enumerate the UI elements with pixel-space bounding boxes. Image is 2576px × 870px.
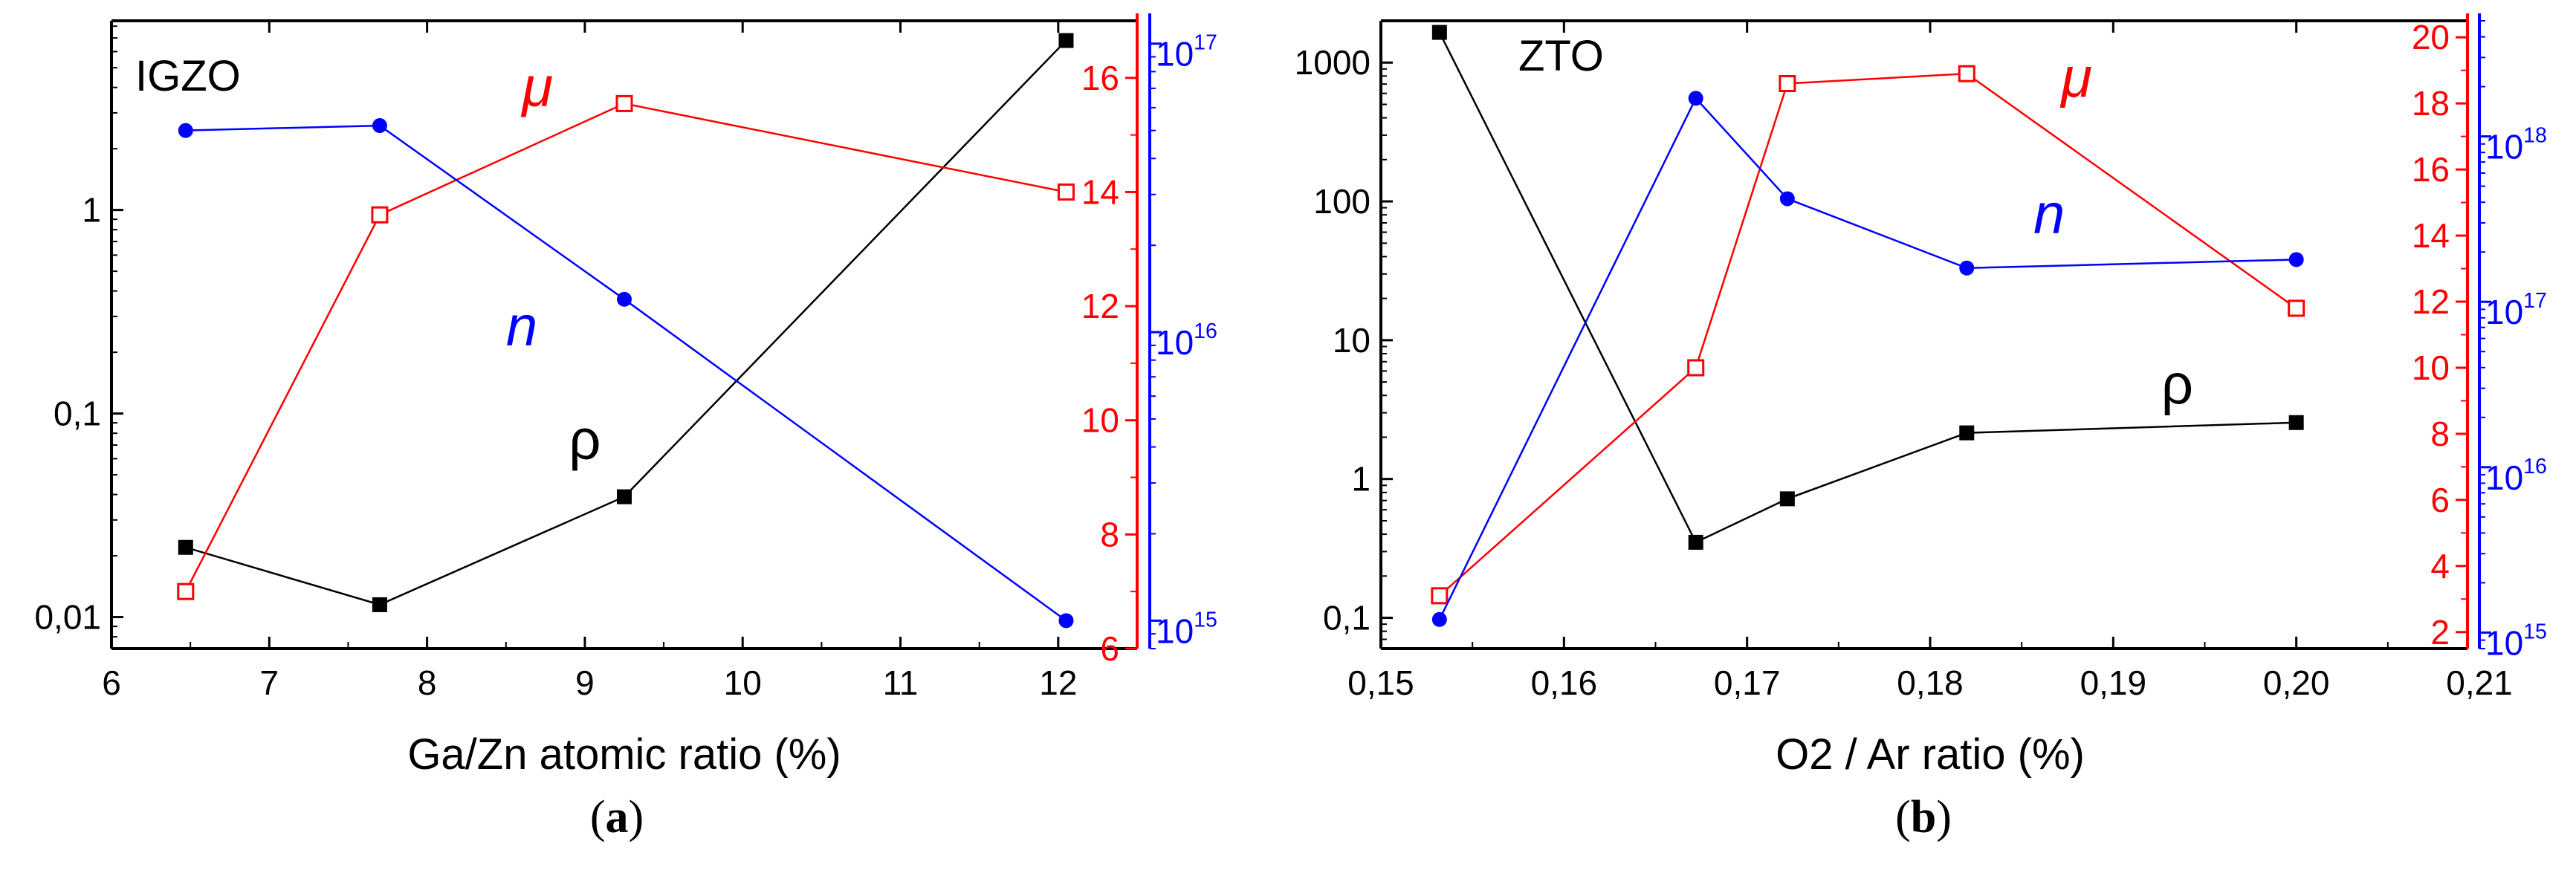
panel-b-n-point: [1959, 260, 1975, 276]
panel-b-label: (b): [1895, 792, 1952, 843]
panel-a-x-tick-label: 10: [724, 663, 762, 702]
panel-a-mu-line: [184, 103, 1067, 592]
panel-b-n-point: [1688, 91, 1703, 106]
panel-b-mu-label: μ: [2059, 46, 2092, 109]
panel-b-mu-tick-label: 8: [2430, 415, 2450, 453]
panel-a-rho-point: [372, 597, 387, 612]
panel-b-n-point: [1431, 611, 1447, 627]
panel-a-x-tick-label: 7: [260, 663, 279, 702]
panel-a-n-point: [372, 118, 387, 134]
panel-b-n-label: n: [2033, 183, 2065, 246]
panel-b-mu-point: [1687, 359, 1705, 377]
panel-b-mu-tick-label: 18: [2412, 84, 2450, 123]
panel-b-title: ZTO: [1518, 32, 1604, 80]
panel-a-n-point: [1058, 613, 1074, 629]
panel-a-mu-point: [1057, 183, 1075, 201]
panel-b-n-tick-label: 1015: [2485, 620, 2547, 662]
panel-b-n-tick-label: 1017: [2485, 289, 2547, 331]
panel-b-x-tick-label: 0,21: [2446, 663, 2513, 702]
panel-a-rho-line: [185, 39, 1067, 606]
panel-b-x-tick-label: 0,17: [1714, 663, 1781, 702]
panel-b-left-tick-label: 1: [1351, 460, 1370, 499]
panel-b-left-tick-label: 1000: [1295, 43, 1370, 82]
panel-b-n-point: [1779, 191, 1795, 207]
panel-b-rho-point: [1688, 534, 1703, 550]
panel-b-rho-point: [1779, 491, 1795, 507]
panel-a-x-tick-label: 8: [418, 663, 437, 702]
panel-a-rho-point: [178, 539, 193, 555]
panel-a-x-tick-label: 12: [1039, 663, 1077, 702]
panel-b-mu-tick-label: 10: [2412, 348, 2450, 387]
panel-b-mu-tick-label: 20: [2412, 18, 2450, 56]
panel-b-n-point: [2288, 252, 2304, 267]
panel-a-mu-tick-label: 8: [1100, 515, 1119, 554]
panel-a-mu-tick-label: 16: [1081, 59, 1119, 97]
panel-a-left-tick-label: 0,1: [54, 395, 101, 433]
panel-b-x-tick-label: 0,19: [2080, 663, 2147, 702]
panel-a-n-point: [617, 291, 632, 307]
panel-a-rho-point: [1058, 33, 1074, 48]
panel-b-rho-point: [1431, 25, 1447, 40]
panel-a-mu-label: μ: [520, 56, 553, 119]
panel-a-label: (a): [590, 792, 644, 843]
panel-b-rho-label: ρ: [2161, 353, 2193, 416]
panel-b-n-tick-label: 1018: [2485, 124, 2547, 166]
panel-b-x-axis-label: O2 / Ar ratio (%): [1776, 730, 2085, 779]
panel-b-x-tick-label: 0,18: [1897, 663, 1964, 702]
panel-b-mu-tick-label: 4: [2430, 547, 2450, 585]
panel-a-x-tick-label: 6: [102, 663, 121, 702]
panel-b-mu-tick-label: 2: [2430, 613, 2450, 652]
panel-b-mu-point: [1958, 65, 1975, 82]
panel-a-rho-label: ρ: [569, 408, 601, 471]
panel-a-n-line: [185, 124, 1067, 622]
panel-a-mu-point: [371, 206, 389, 224]
panel-a-x-tick-label: 9: [575, 663, 595, 702]
panel-b-mu-point: [2288, 299, 2305, 317]
panel-a-left-tick-label: 0,01: [34, 598, 101, 637]
panel-b-mu-tick-label: 14: [2412, 216, 2450, 255]
panel-b-mu-tick-label: 6: [2430, 481, 2450, 519]
panel-b-rho-line: [1438, 32, 2297, 544]
panel-a-left-tick-label: 1: [82, 191, 101, 230]
panel-b-left-tick-label: 0,1: [1323, 599, 1370, 637]
panel-b-x-tick-label: 0,16: [1531, 663, 1598, 702]
panel-b-mu-tick-label: 16: [2412, 150, 2450, 189]
panel-a-mu-tick-label: 10: [1081, 401, 1119, 440]
panel-b-n-tick-label: 1016: [2485, 455, 2547, 497]
panel-a-mu-tick-label: 6: [1100, 629, 1119, 668]
panel-a-x-axis-label: Ga/Zn atomic ratio (%): [407, 730, 841, 779]
panel-b-x-tick-label: 0,15: [1347, 663, 1414, 702]
panel-b-rho-point: [2288, 415, 2304, 430]
panel-a-mu-point: [615, 94, 633, 112]
panel-b-mu-point: [1779, 75, 1796, 92]
panel-a-mu-tick-label: 12: [1081, 287, 1119, 325]
panel-b-left-tick-label: 100: [1313, 182, 1370, 221]
panel-a-n-tick-label: 1017: [1156, 31, 1217, 74]
panel-b-mu-line: [1438, 72, 2297, 597]
panel-a-n-label: n: [506, 295, 537, 358]
panel-a-chart: 6 7 8 9 10 11 12 Ga/Zn atomic ratio (%) 0,01 0,1 1…: [34, 13, 1217, 843]
panel-a-x-tick-label: 11: [883, 663, 919, 702]
panel-b-mu-point: [1431, 587, 1449, 605]
panel-b-mu-tick-label: 12: [2412, 282, 2450, 321]
panel-a-n-tick-label: 1015: [1156, 608, 1217, 650]
panel-a-n-tick-label: 1016: [1156, 319, 1217, 362]
panel-b-x-tick-label: 0,20: [2263, 663, 2330, 702]
panel-a-n-point: [178, 123, 193, 138]
panel-b-rho-point: [1959, 425, 1975, 441]
panel-a-mu-tick-label: 14: [1081, 172, 1119, 211]
panel-a-mu-point: [177, 582, 195, 600]
panel-a-title: IGZO: [135, 52, 241, 100]
panel-b-left-tick-label: 10: [1333, 321, 1370, 360]
panel-a-rho-point: [617, 489, 632, 504]
